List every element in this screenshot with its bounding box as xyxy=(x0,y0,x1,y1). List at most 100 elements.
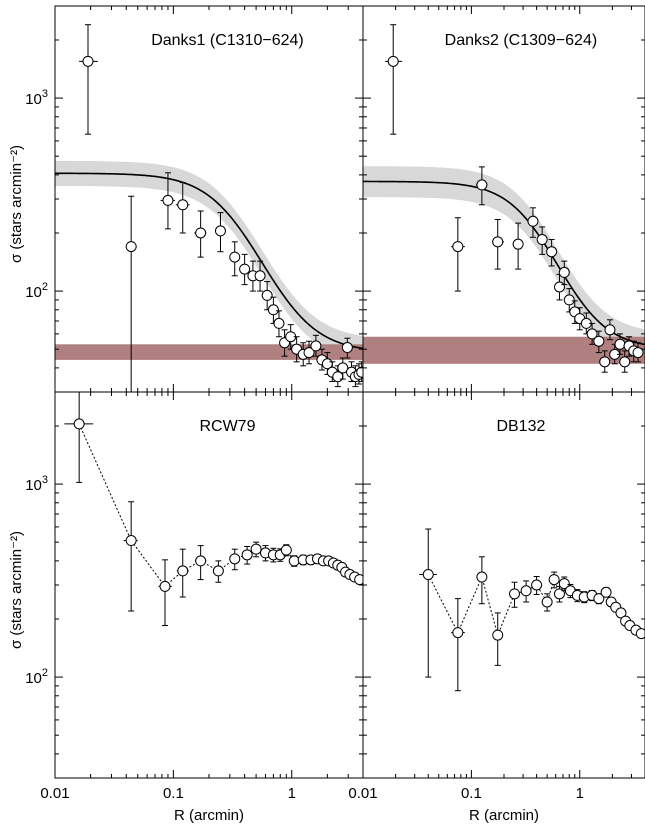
rcw79-x-tick-label: 0.01 xyxy=(40,785,69,802)
danks1-ticks xyxy=(54,5,364,393)
db132-data-point xyxy=(520,580,532,603)
rcw79-marker xyxy=(159,580,171,592)
danks2-marker xyxy=(536,234,548,246)
rcw79-x-tick-label: 1 xyxy=(288,785,296,802)
danks2-marker xyxy=(512,238,524,250)
danks2-data-point xyxy=(614,333,626,355)
danks1-data-point xyxy=(79,24,98,135)
db132-x-tick-label: 1 xyxy=(576,785,584,802)
danks1-data-point xyxy=(160,172,175,230)
rcw79-data-point xyxy=(250,541,262,558)
db132-data-point xyxy=(593,593,605,605)
danks1-marker xyxy=(303,347,315,359)
db132-ticks xyxy=(362,391,645,779)
danks1-panel-title: Danks1 (C1310−624) xyxy=(151,32,304,49)
rcw79-data-point xyxy=(241,545,253,565)
rcw79-data-point xyxy=(212,560,224,583)
db132-x-tick-label: 0.1 xyxy=(461,785,482,802)
danks1-marker xyxy=(332,371,344,383)
danks1-y-tick-label: 102 xyxy=(25,281,48,301)
db132-marker xyxy=(635,628,645,640)
danks2-data-point xyxy=(492,218,504,270)
rcw79-data-point xyxy=(123,501,138,612)
danks2-ticks xyxy=(362,5,645,393)
db132-plot-area xyxy=(419,528,645,692)
danks1-marker xyxy=(125,241,137,253)
danks2-marker xyxy=(619,356,631,368)
danks2-marker xyxy=(553,281,565,293)
db132-data-point xyxy=(419,528,437,678)
db132-marker xyxy=(531,579,543,591)
danks1-marker xyxy=(267,304,279,316)
rcw79-marker xyxy=(280,544,292,556)
danks1-marker xyxy=(341,342,353,354)
db132-x-tick-label: 0.01 xyxy=(348,785,377,802)
danks1-data-point xyxy=(285,324,297,350)
danks2-data-point xyxy=(536,226,548,255)
danks2-data-point xyxy=(619,350,631,373)
db132-data-point xyxy=(615,607,627,619)
danks1-marker xyxy=(177,199,189,211)
db132-data-point xyxy=(476,556,488,605)
danks1-data-point xyxy=(254,260,266,292)
danks1-fit-uncertainty-band xyxy=(55,160,363,362)
danks1-marker xyxy=(162,194,174,206)
danks2-data-point xyxy=(563,288,575,313)
danks1-marker xyxy=(229,251,241,263)
db132-marker xyxy=(548,574,560,586)
rcw79-marker xyxy=(177,565,189,577)
rcw79-x-tick-label: 0.1 xyxy=(163,785,184,802)
danks2-marker xyxy=(452,241,464,253)
danks1-y-axis-label: σ (stars arcmin⁻²) xyxy=(8,145,25,263)
db132-data-point xyxy=(548,571,560,589)
danks2-marker xyxy=(558,266,570,278)
rcw79-marker xyxy=(241,549,253,561)
danks1-marker xyxy=(273,317,285,329)
rcw79-x-axis-label: R (arcmin) xyxy=(174,807,244,824)
danks2-marker xyxy=(604,324,616,336)
danks2-panel-title: Danks2 (C1309−624) xyxy=(445,32,598,49)
rcw79-ticks xyxy=(54,391,364,779)
db132-marker xyxy=(509,588,521,600)
danks2-marker xyxy=(527,215,539,227)
danks2-marker xyxy=(632,347,644,359)
danks2-marker xyxy=(614,338,626,350)
danks1-marker xyxy=(214,225,226,237)
danks1-data-point xyxy=(356,361,363,383)
db132-marker xyxy=(452,627,464,639)
danks2-data-point xyxy=(599,350,611,373)
danks1-marker xyxy=(195,227,207,239)
danks1-data-point xyxy=(337,357,349,380)
danks2-plot-area xyxy=(363,24,645,373)
rcw79-marker xyxy=(125,535,137,547)
danks1-plot-area xyxy=(55,24,363,392)
danks1-data-point xyxy=(175,182,190,234)
db132-x-axis-label: R (arcmin) xyxy=(469,807,539,824)
rcw79-marker xyxy=(212,565,224,577)
rcw79-marker xyxy=(73,418,85,430)
danks2-data-point xyxy=(586,322,598,345)
rcw79-y-axis-label: σ (stars arcmin⁻²) xyxy=(8,531,25,649)
db132-frame xyxy=(362,391,645,779)
rcw79-plot-area xyxy=(64,392,363,627)
danks1-king-fit-curve xyxy=(55,172,363,350)
danks1-marker xyxy=(356,366,363,378)
rcw79-y-tick-label: 103 xyxy=(25,474,48,494)
danks1-data-point xyxy=(303,340,315,365)
danks2-data-point xyxy=(385,24,403,135)
danks1-data-point xyxy=(194,210,207,258)
danks2-marker xyxy=(546,246,558,258)
danks1-data-point xyxy=(341,337,353,359)
danks2-data-point xyxy=(604,319,616,341)
rcw79-marker xyxy=(229,553,241,565)
danks1-data-point xyxy=(273,310,285,338)
rcw79-data-point xyxy=(280,544,292,557)
danks2-marker xyxy=(492,236,504,248)
danks1-data-point xyxy=(125,195,137,392)
danks2-fit-uncertainty-band xyxy=(363,166,645,361)
rcw79-data-point xyxy=(288,555,300,567)
db132-data-point xyxy=(509,581,521,608)
danks1-data-point xyxy=(310,334,322,357)
db132-marker xyxy=(541,596,553,608)
danks2-data-point xyxy=(546,239,558,267)
